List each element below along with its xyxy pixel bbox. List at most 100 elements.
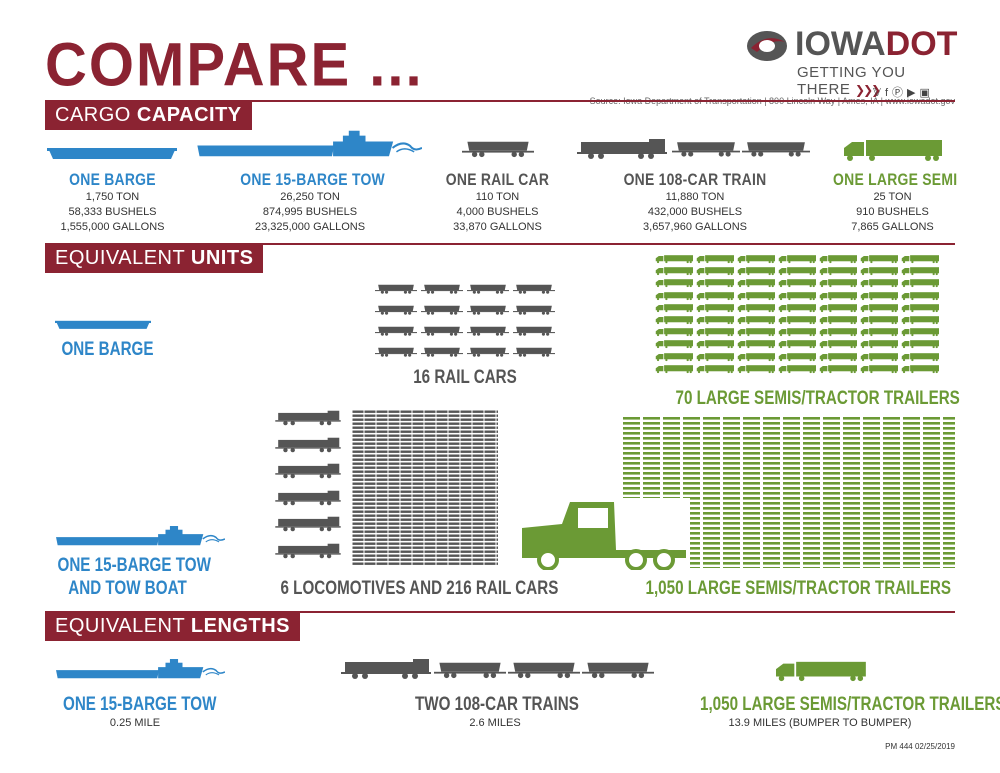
facebook-icon[interactable]: f [884, 87, 893, 99]
semi-truck-icon [696, 364, 734, 374]
instagram-icon[interactable]: ▣ [919, 87, 934, 99]
section-cargo-label: CARGO CAPACITY [45, 100, 252, 130]
railcar-mass [352, 410, 498, 565]
semi-truck-icon [737, 278, 775, 288]
railcar-icon [462, 139, 534, 159]
semi-truck-icon [778, 352, 816, 362]
cargo-bushels: 874,995 BUSHELS [262, 206, 358, 218]
semi-truck-icon [778, 327, 816, 337]
length-tow: ONE 15-BARGE TOW 0.25 MILE [45, 693, 225, 731]
semi-truck-icon [901, 327, 939, 337]
semi-truck-icon [860, 266, 898, 276]
cargo-gallons: 1,555,000 GALLONS [60, 221, 165, 233]
cargo-bushels: 910 BUSHELS [856, 206, 929, 218]
semi-truck-icon [655, 352, 693, 362]
semi-truck-icon [655, 278, 693, 288]
semi-truck-icon [860, 327, 898, 337]
railcar-icon [467, 283, 509, 295]
length-name: ONE 15-BARGE TOW [63, 694, 217, 715]
section-lengths-label: EQUIVALENT LENGTHS [45, 611, 300, 641]
large-truck-cab-icon [518, 498, 690, 570]
semi-truck-icon [696, 278, 734, 288]
railcar-icon [467, 304, 509, 316]
railcar-icon [421, 325, 463, 337]
railcar-icon [421, 304, 463, 316]
section-divider [45, 243, 955, 245]
semi-truck-icon [778, 303, 816, 313]
semi-truck-icon [655, 315, 693, 325]
semi-truck-icon [696, 315, 734, 325]
semi-truck-icon [901, 352, 939, 362]
length-name: 1,050 LARGE SEMIS/TRACTOR TRAILERS [700, 694, 1000, 715]
railcar-icon [672, 139, 740, 159]
section-divider [45, 100, 955, 102]
social-links: 𝕍fⓅ▶▣ [873, 84, 934, 100]
footer-code: PM 444 02/25/2019 [885, 742, 955, 751]
locomotive-icon [272, 543, 344, 559]
semi-truck-icon [860, 315, 898, 325]
semi-truck-icon [778, 266, 816, 276]
cargo-gallons: 3,657,960 GALLONS [643, 221, 747, 233]
railcar-icon [434, 660, 506, 680]
cargo-name: ONE LARGE SEMI [833, 170, 958, 189]
railcar-icon [375, 325, 417, 337]
locomotive-icon [577, 138, 667, 160]
tow-icon [196, 128, 422, 160]
semi-truck-icon [655, 327, 693, 337]
semi-truck-icon [860, 339, 898, 349]
semi-grid [655, 254, 945, 376]
semi-truck-icon [819, 364, 857, 374]
semi-truck-icon [778, 254, 816, 264]
units-tow-label-2: AND TOW BOAT [68, 578, 187, 599]
semi-truck-icon [778, 315, 816, 325]
semi-truck-icon [655, 254, 693, 264]
semi-truck-icon [860, 303, 898, 313]
railcar-icon [375, 304, 417, 316]
semi-truck-icon [819, 254, 857, 264]
length-value: 13.9 MILES (BUMPER TO BUMPER) [728, 717, 912, 729]
semi-truck-icon [819, 278, 857, 288]
units-semis-big-label: 1,050 LARGE SEMIS/TRACTOR TRAILERS [645, 578, 951, 599]
twitter-icon[interactable]: 𝕍 [873, 87, 885, 99]
semi-truck-icon [655, 339, 693, 349]
semi-truck-icon [819, 339, 857, 349]
cargo-barge: ONE BARGE 1,750 TON 58,333 BUSHELS 1,555… [40, 170, 185, 235]
semi-truck-icon [901, 254, 939, 264]
railcar-grid [375, 283, 555, 361]
page-title: COMPARE ... [45, 31, 424, 100]
railcar-icon [467, 346, 509, 358]
semi-truck-icon [860, 278, 898, 288]
cargo-gallons: 33,870 GALLONS [453, 221, 542, 233]
locomotive-icon [272, 516, 344, 532]
cargo-name: ONE BARGE [69, 170, 156, 189]
iowa-dot-logo[interactable]: IOWADOT GETTING YOU THERE ❯❯❯ 𝕍fⓅ▶▣ [745, 25, 957, 100]
units-barge-label: ONE BARGE [61, 339, 154, 360]
pinterest-icon[interactable]: Ⓟ [892, 87, 908, 99]
semi-truck-icon [737, 339, 775, 349]
railcar-icon [375, 283, 417, 295]
youtube-icon[interactable]: ▶ [907, 87, 920, 99]
semi-truck-icon [696, 303, 734, 313]
cargo-name: ONE RAIL CAR [445, 170, 550, 189]
cargo-gallons: 23,325,000 GALLONS [254, 221, 366, 233]
logo-tagline: GETTING YOU THERE ❯❯❯ [797, 64, 906, 98]
length-value: 0.25 MILE [109, 717, 161, 729]
railcar-icon [421, 346, 463, 358]
semi-truck-icon [819, 315, 857, 325]
semi-truck-icon [737, 254, 775, 264]
cargo-name: ONE 15-BARGE TOW [240, 170, 385, 189]
units-semis-label: 70 LARGE SEMIS/TRACTOR TRAILERS [675, 388, 960, 409]
semi-truck-icon [819, 352, 857, 362]
semi-truck-icon [737, 303, 775, 313]
semi-truck-icon [819, 327, 857, 337]
semi-truck-icon [655, 303, 693, 313]
semi-truck-icon [860, 291, 898, 301]
length-semis: 1,050 LARGE SEMIS/TRACTOR TRAILERS 13.9 … [670, 693, 1000, 731]
barge-icon [45, 146, 179, 160]
semi-truck-icon [901, 364, 939, 374]
cargo-ton: 11,880 TON [665, 191, 725, 203]
semi-truck-icon [696, 327, 734, 337]
semi-truck-icon [860, 254, 898, 264]
logo-swirl-icon [747, 31, 787, 61]
cargo-bushels: 4,000 BUSHELS [456, 206, 539, 218]
